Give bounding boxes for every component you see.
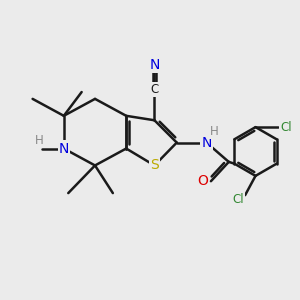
Text: N: N: [149, 58, 160, 72]
Text: O: O: [197, 174, 208, 188]
Text: Cl: Cl: [233, 193, 244, 206]
Text: N: N: [201, 136, 212, 150]
Text: Cl: Cl: [280, 121, 292, 134]
Text: C: C: [150, 82, 159, 96]
Text: H: H: [35, 134, 44, 147]
Text: H: H: [209, 125, 218, 138]
Text: N: N: [58, 142, 69, 155]
Text: S: S: [150, 158, 159, 172]
